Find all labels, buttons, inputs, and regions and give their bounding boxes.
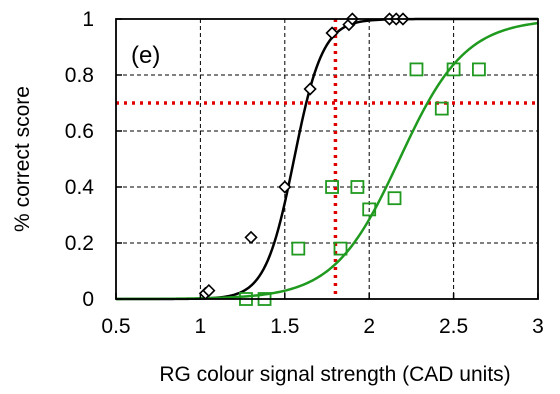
y-tick-label: 0.6 <box>65 120 94 143</box>
fit-curve-2 <box>116 21 539 301</box>
threshold-lines <box>116 19 538 299</box>
x-tick-label: 2 <box>363 315 375 338</box>
fit-curves <box>116 17 539 301</box>
diamond-point <box>303 82 317 96</box>
square-point <box>291 241 306 256</box>
panel-label: (e) <box>131 42 160 69</box>
x-tick-label: 3 <box>532 315 544 338</box>
square-point <box>350 180 365 194</box>
y-tick-labels: 0 0.2 0.4 0.6 0.8 1 <box>65 8 95 311</box>
x-tick-label: 0.5 <box>101 315 130 338</box>
y-axis-title: % correct score <box>11 86 34 232</box>
x-tick-label: 1 <box>195 315 207 338</box>
square-point <box>387 191 402 206</box>
x-tick-label: 2.5 <box>439 315 468 338</box>
x-tick-label: 1.5 <box>270 315 299 338</box>
diamond-point <box>244 230 258 245</box>
square-point <box>446 62 461 77</box>
fit-curve-1 <box>116 17 538 301</box>
diamond-point <box>202 283 216 298</box>
x-axis-title: RG colour signal strength (CAD units) <box>159 363 510 386</box>
x-tick-labels: 0.5 1 1.5 2 2.5 3 <box>101 315 543 338</box>
square-point <box>325 180 339 194</box>
data-points <box>198 12 486 306</box>
grid <box>116 19 538 299</box>
y-tick-label: 1 <box>82 8 94 31</box>
y-tick-label: 0 <box>82 288 94 311</box>
square-point <box>409 62 424 77</box>
axis-ticks <box>115 18 539 300</box>
square-point <box>472 62 486 77</box>
diamond-point <box>278 180 292 194</box>
y-tick-label: 0.4 <box>65 176 95 199</box>
y-tick-label: 0.2 <box>65 232 94 255</box>
y-tick-label: 0.8 <box>65 64 94 87</box>
square-point <box>333 241 348 256</box>
square-point <box>362 202 377 217</box>
square-point <box>434 101 449 116</box>
plot-frame <box>115 18 539 300</box>
diamond-point <box>325 26 339 40</box>
